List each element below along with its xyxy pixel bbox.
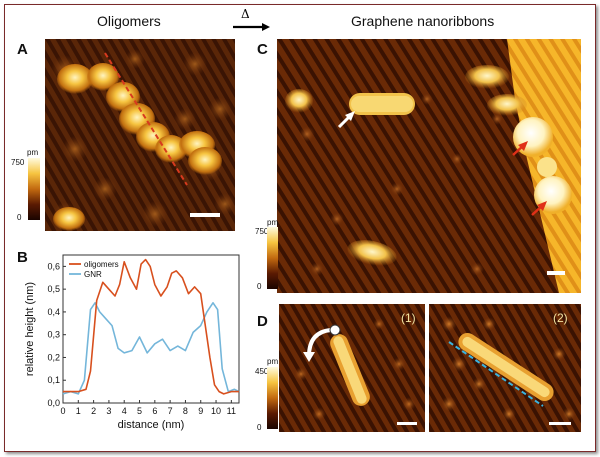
colorbar-d-min: 0 <box>257 423 262 432</box>
heat-delta-symbol: Δ <box>241 7 250 21</box>
panel-label-a: A <box>17 41 28 58</box>
subpanel-label-1: (1) <box>401 311 416 325</box>
y-tick-label: 0,2 <box>47 352 60 362</box>
panel-label-d: D <box>257 313 268 330</box>
y-axis-label: relative height (nm) <box>24 282 36 376</box>
stm-image-d1 <box>279 304 425 432</box>
x-axis-label: distance (nm) <box>118 419 185 431</box>
y-tick-label: 0,1 <box>47 375 60 385</box>
x-tick-label: 3 <box>106 406 111 416</box>
colorbar-c-min: 0 <box>257 282 262 291</box>
y-tick-label: 0,0 <box>47 398 60 408</box>
x-tick-label: 4 <box>122 406 127 416</box>
x-tick-label: 8 <box>183 406 188 416</box>
colorbar-d <box>267 367 278 429</box>
stm-image-d2 <box>429 304 581 432</box>
x-tick-label: 1 <box>76 406 81 416</box>
y-tick-label: 0,4 <box>47 307 60 317</box>
x-tick-label: 6 <box>152 406 157 416</box>
y-tick-label: 0,5 <box>47 284 60 294</box>
legend-label-gnr: GNR <box>84 270 102 279</box>
colorbar-d-unit: pm <box>267 357 279 366</box>
x-tick-label: 7 <box>168 406 173 416</box>
x-tick-label: 0 <box>60 406 65 416</box>
colorbar-c <box>267 227 278 289</box>
header-graphene-nanoribbons: Graphene nanoribbons <box>351 13 495 29</box>
stm-image-oligomers <box>45 39 235 231</box>
plot-frame <box>62 254 240 404</box>
y-tick-label: 0,6 <box>47 261 60 271</box>
red-arrow-icon-1 <box>512 141 528 156</box>
colorbar-a-min: 0 <box>17 213 22 222</box>
colorbar-d-max: 450 <box>255 367 269 376</box>
colorbar-a-unit: pm <box>27 148 39 157</box>
y-tick-label: 0,3 <box>47 330 60 340</box>
x-tick-label: 2 <box>91 406 96 416</box>
height-profile-chart: 0 1 2 3 4 5 6 7 8 9 10 11 0,0 0,1 0,2 0,3 0,4 0,5 0,6 dista… <box>24 254 240 431</box>
colorbar-a <box>28 158 40 220</box>
series-line-gnr <box>62 301 240 395</box>
subpanel-label-2: (2) <box>553 311 568 325</box>
colorbar-c-max: 750 <box>255 227 269 236</box>
white-arrow-icon <box>337 111 355 129</box>
colorbar-a-max: 750 <box>11 158 25 167</box>
legend-label-oligomers: oligomers <box>84 260 119 269</box>
colorbar-c-unit: pm <box>267 218 279 227</box>
x-tick-label: 5 <box>137 406 142 416</box>
x-tick-label: 11 <box>227 406 236 416</box>
stm-image-nanoribbons <box>277 39 581 293</box>
panel-label-c: C <box>257 41 268 58</box>
x-tick-label: 10 <box>211 406 221 416</box>
x-tick-label: 9 <box>198 406 203 416</box>
reaction-arrow-icon <box>233 23 270 31</box>
panel-label-b: B <box>17 249 28 266</box>
header-oligomers: Oligomers <box>97 13 161 29</box>
figure-frame: Oligomers Δ Graphene nanoribbons A <box>4 4 596 452</box>
red-arrow-icon-2 <box>531 201 547 216</box>
series-line-oligomers <box>63 258 239 395</box>
